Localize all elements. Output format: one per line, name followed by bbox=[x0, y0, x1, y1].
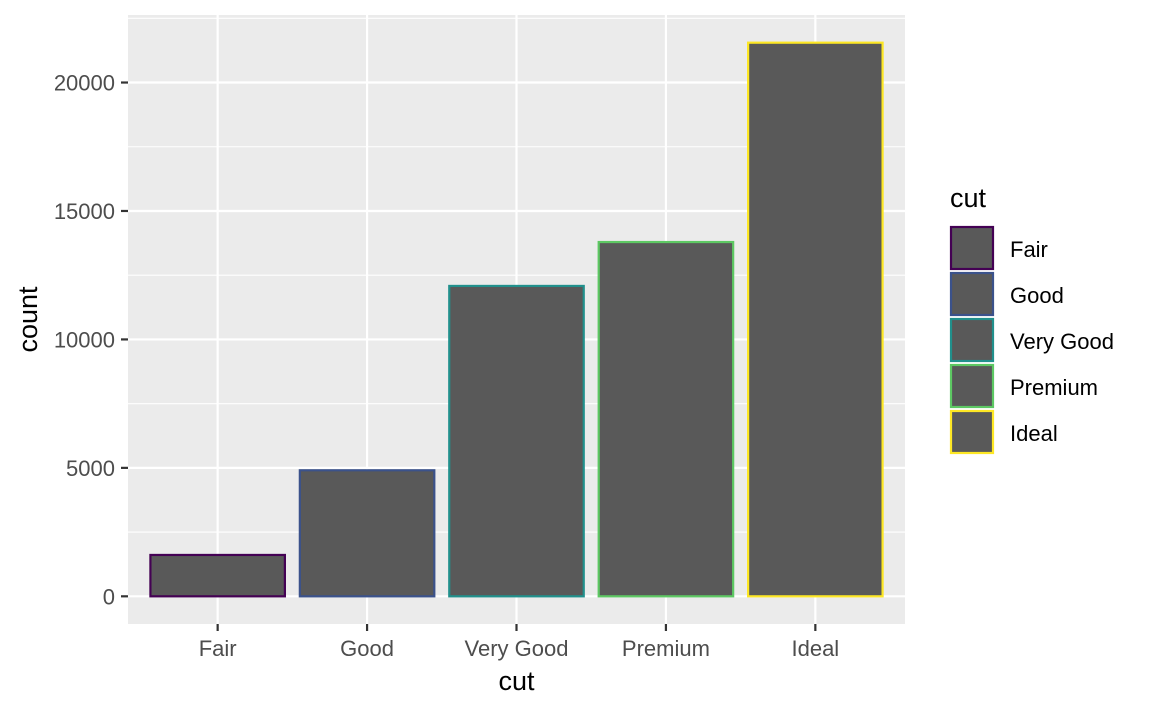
y-tick-label: 0 bbox=[103, 584, 115, 609]
x-axis: Fair Good Very Good Premium Ideal bbox=[199, 624, 839, 661]
y-tick-label: 20000 bbox=[54, 71, 115, 96]
legend-label: Fair bbox=[1010, 237, 1048, 262]
bar-very-good bbox=[448, 284, 585, 598]
legend-label: Good bbox=[1010, 283, 1064, 308]
y-tick-label: 5000 bbox=[66, 456, 115, 481]
y-tick-label: 10000 bbox=[54, 327, 115, 352]
y-axis-title: count bbox=[13, 286, 43, 353]
legend-label: Very Good bbox=[1010, 329, 1114, 354]
legend-label: Premium bbox=[1010, 375, 1098, 400]
x-tick-label: Ideal bbox=[791, 636, 839, 661]
y-tick-label: 15000 bbox=[54, 199, 115, 224]
bar-fair bbox=[149, 553, 286, 598]
legend-title: cut bbox=[950, 183, 987, 213]
legend: cut Fair Good Very Good Premium Ideal bbox=[949, 183, 1114, 455]
x-axis-title: cut bbox=[498, 666, 535, 696]
x-tick-label: Premium bbox=[622, 636, 710, 661]
legend-key bbox=[949, 225, 995, 271]
legend-label: Ideal bbox=[1010, 421, 1058, 446]
bars bbox=[149, 41, 884, 598]
x-tick-label: Good bbox=[340, 636, 394, 661]
bar-premium bbox=[597, 240, 735, 598]
bar-ideal bbox=[747, 41, 884, 598]
y-axis: 0 5000 10000 15000 20000 bbox=[54, 71, 128, 609]
legend-key bbox=[949, 363, 995, 409]
legend-key bbox=[949, 271, 995, 317]
legend-key bbox=[949, 409, 995, 455]
x-tick-label: Fair bbox=[199, 636, 237, 661]
x-tick-label: Very Good bbox=[465, 636, 569, 661]
bar-good bbox=[298, 469, 436, 598]
legend-key bbox=[949, 317, 995, 363]
